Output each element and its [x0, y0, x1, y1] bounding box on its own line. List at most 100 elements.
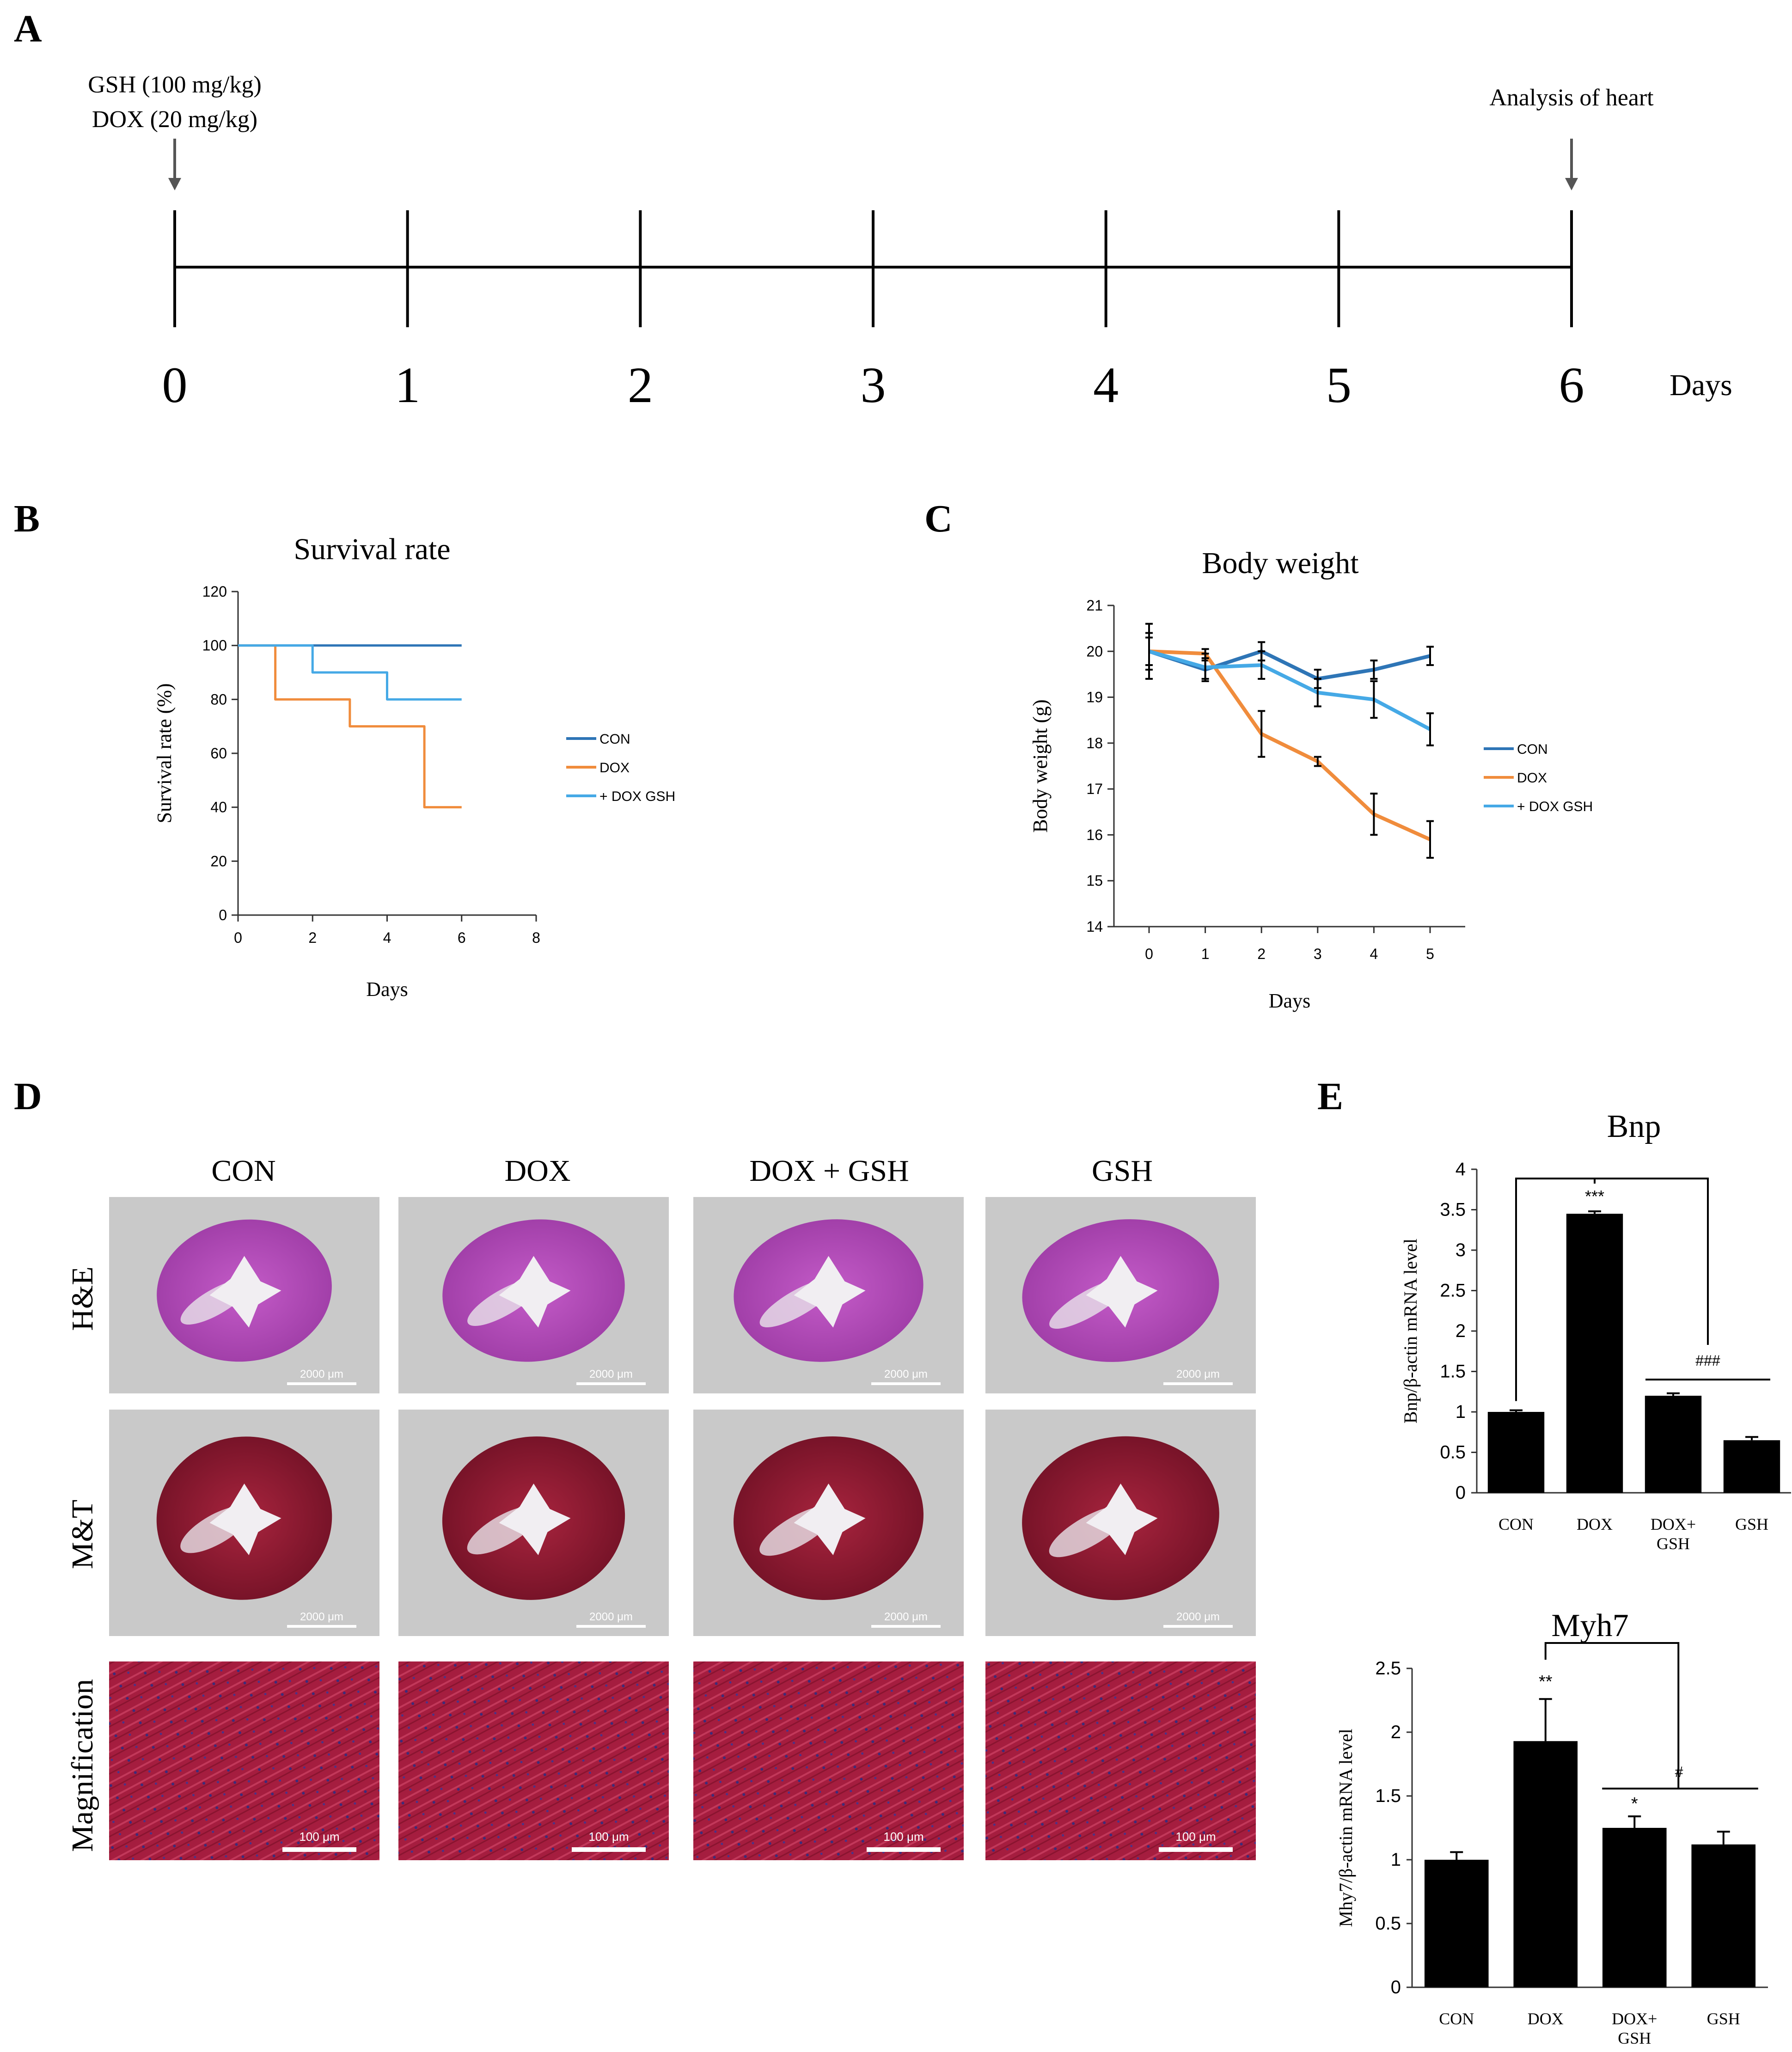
y-tick-label: 15	[1086, 873, 1103, 889]
survival-chart: Survival rate 0 20 40 60 80 100 120 0 2 4 6 8 Days Sur…	[153, 532, 675, 1001]
scale-bar	[871, 1382, 941, 1385]
scale-bar-label: 2000 μm	[300, 1368, 343, 1380]
series-line	[1148, 649, 1431, 731]
x-tick-label: 8	[532, 929, 540, 946]
analysis-arrow-head	[1565, 178, 1578, 190]
legend-label: DOX	[1517, 770, 1547, 786]
chart-title: Survival rate	[294, 532, 450, 566]
lumen	[794, 1256, 866, 1328]
bnp-chart: Bnp 0 0.5 1 1.5 2 2.5 3 3.5 4 Bnp/β-actin mRNA lev…	[1400, 1109, 1791, 1553]
myh7-chart: Myh7 0 0.5 1 1.5 2 2.5 Mhy7/β-actin mRNA level C…	[1335, 1608, 1768, 2047]
y-tick-label: 2.5	[1375, 1658, 1401, 1679]
y-tick-label: 1	[1456, 1402, 1466, 1422]
scale-bar-label: 2000 μm	[589, 1368, 633, 1380]
lumen	[1086, 1256, 1158, 1328]
panel-label-a: A	[14, 7, 42, 50]
y-tick-label: 3	[1456, 1240, 1466, 1260]
x-axis-label: Days	[1269, 989, 1310, 1012]
scale-bar-label: 100 μm	[588, 1830, 629, 1844]
x-tick-label: 6	[458, 929, 466, 946]
comparison-bracket	[1515, 1178, 1709, 1401]
bodyweight-chart: Body weight 14 15 16 17 18 19 20 21 0 1 2 3 4 5 Days Bod…	[1029, 546, 1593, 1012]
analysis-label: Analysis of heart	[1489, 85, 1654, 111]
significance-compare: #	[1675, 1764, 1683, 1780]
y-tick-label: 2.5	[1440, 1281, 1466, 1301]
histology-grid: CON DOX DOX + GSH GSH H&E M&T Magnificat…	[66, 1154, 1256, 1860]
y-tick-label: 0.5	[1440, 1442, 1466, 1463]
scale-bar-label: 2000 μm	[1176, 1611, 1220, 1623]
significance-dox: ***	[1585, 1187, 1604, 1206]
y-tick-label: 1.5	[1440, 1362, 1466, 1382]
chart-title: Bnp	[1607, 1109, 1661, 1144]
x-axis-label: Days	[366, 978, 408, 1001]
col-label-con: CON	[211, 1154, 275, 1188]
x-tick-label: 5	[1426, 946, 1434, 962]
legend-label: CON	[1517, 742, 1548, 757]
timeline-tick-label: 4	[1093, 357, 1119, 413]
y-tick-label: 0.5	[1375, 1913, 1401, 1934]
timeline-unit: Days	[1670, 368, 1732, 402]
y-tick-label: 14	[1086, 918, 1103, 935]
x-tick-label: CON	[1439, 2009, 1474, 2028]
x-tick-label: CON	[1498, 1515, 1534, 1533]
x-tick-label: 2	[1257, 946, 1266, 962]
chart-title: Body weight	[1202, 546, 1358, 580]
scale-bar-label: 2000 μm	[884, 1368, 928, 1380]
y-tick-label: 60	[210, 745, 227, 762]
scale-bar-label: 100 μm	[1175, 1830, 1216, 1844]
lumen	[209, 1256, 281, 1328]
scale-bar-label: 2000 μm	[300, 1611, 343, 1623]
bar	[1645, 1396, 1702, 1493]
x-tick-label: 2	[308, 929, 317, 946]
x-tick-label: DOX+	[1651, 1515, 1696, 1533]
y-axis-label: Survival rate (%)	[153, 684, 176, 824]
panel-label-c: C	[924, 497, 953, 540]
timeline-tick-label: 0	[162, 357, 188, 413]
histology-tiles: 2000 μm 2000 μm 2000 μm 2000 μm 2000 μm 2000 …	[109, 1197, 1256, 1860]
timeline-tick-label: 1	[395, 357, 420, 413]
y-tick-label: 2	[1456, 1321, 1466, 1341]
col-label-doxgsh: DOX + GSH	[749, 1154, 909, 1188]
y-tick-label: 20	[1086, 643, 1103, 660]
col-label-dox: DOX	[505, 1154, 571, 1188]
col-label-gsh: GSH	[1092, 1154, 1153, 1188]
lumen	[499, 1256, 571, 1328]
scale-bar	[287, 1382, 356, 1385]
x-tick-label: 3	[1314, 946, 1322, 962]
timeline-tick-label: 2	[628, 357, 653, 413]
legend-label: + DOX GSH	[599, 789, 675, 804]
timeline-tick-label: 6	[1559, 357, 1584, 413]
x-tick-label: 1	[1201, 946, 1210, 962]
x-tick-label: 4	[1370, 946, 1378, 962]
y-tick-label: 1.5	[1375, 1786, 1401, 1806]
scale-bar-label: 100 μm	[299, 1830, 339, 1844]
x-tick-label: 0	[1145, 946, 1153, 962]
scale-bar	[1163, 1625, 1233, 1628]
x-tick-label: 0	[234, 929, 242, 946]
lumen	[209, 1484, 281, 1555]
histology-image	[109, 1661, 379, 1860]
timeline-tick-label: 5	[1326, 357, 1352, 413]
y-tick-label: 19	[1086, 689, 1103, 706]
row-label-mt: M&T	[66, 1500, 99, 1569]
y-tick-label: 17	[1086, 781, 1103, 797]
scale-bar	[572, 1847, 646, 1852]
series-line	[238, 644, 462, 809]
scale-bar	[1159, 1847, 1233, 1852]
y-tick-label: 20	[210, 853, 227, 869]
bar	[1424, 1860, 1489, 1987]
bar	[1566, 1214, 1623, 1493]
x-tick-label: GSH	[1657, 1534, 1690, 1553]
panel-label-b: B	[14, 497, 40, 540]
histology-image	[985, 1661, 1256, 1860]
x-tick-label: DOX+	[1612, 2009, 1657, 2028]
timeline-tick-label: 3	[861, 357, 886, 413]
x-tick-label: 4	[383, 929, 391, 946]
bar	[1691, 1844, 1756, 1987]
x-tick-label: GSH	[1618, 2029, 1651, 2047]
chart-title: Myh7	[1551, 1608, 1628, 1643]
y-tick-label: 40	[210, 799, 227, 816]
scale-bar	[576, 1625, 646, 1628]
row-label-magnification: Magnification	[66, 1679, 99, 1852]
significance-compare: ###	[1695, 1352, 1720, 1369]
